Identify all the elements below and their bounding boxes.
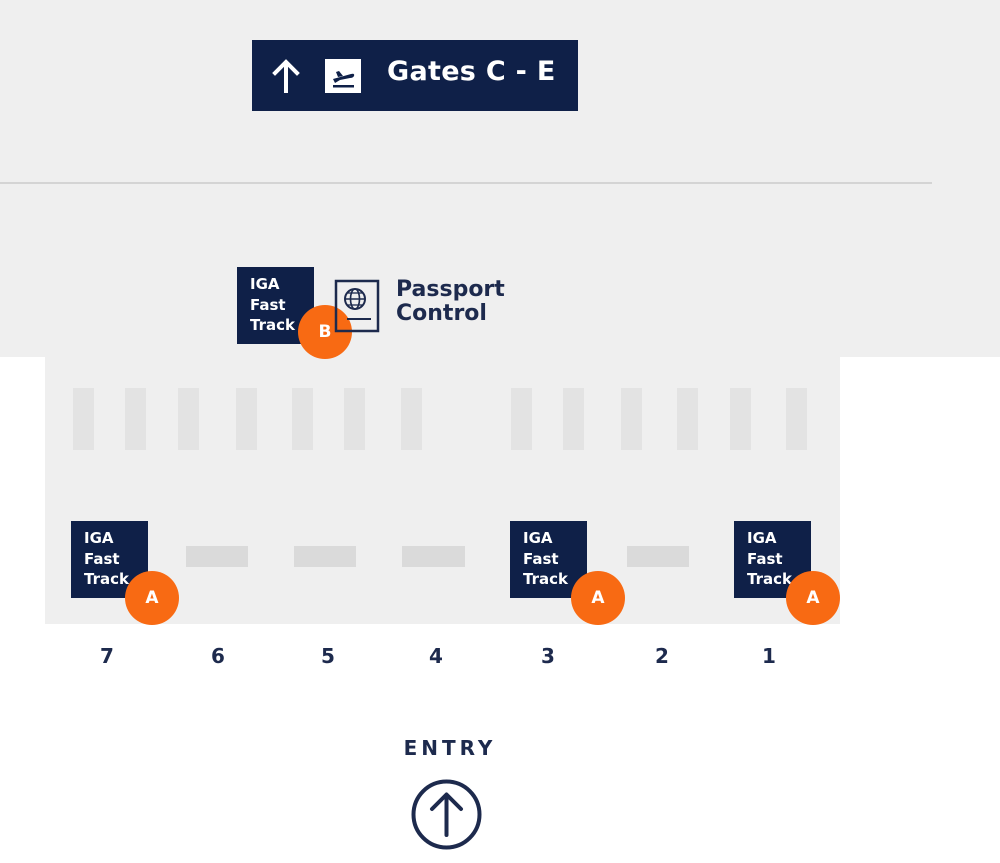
fast-track-line3: Track — [523, 570, 568, 588]
control-desk — [294, 546, 356, 567]
lane-divider-post — [730, 388, 751, 450]
fast-track-line1: IGA — [523, 529, 553, 547]
fast-track-line2: Fast — [523, 549, 559, 568]
lane-divider-post — [563, 388, 584, 450]
fast-track-line3: Track — [84, 570, 129, 588]
lane-divider-post — [401, 388, 422, 450]
hall-divider-line — [0, 182, 932, 184]
control-desk — [186, 546, 248, 567]
entry-label: ENTRY — [403, 736, 497, 760]
lane-number: 4 — [429, 644, 443, 668]
fast-track-sign: IGA Fast Track — [510, 521, 587, 598]
lane-number: 1 — [762, 644, 776, 668]
fast-track-line1: IGA — [747, 529, 777, 547]
passport-control-label: Passport Control — [396, 278, 505, 326]
fast-track-line2: Fast — [747, 549, 783, 568]
marker-a: A — [125, 571, 179, 625]
lane-divider-post — [178, 388, 199, 450]
marker-a: A — [786, 571, 840, 625]
fast-track-line3: Track — [747, 570, 792, 588]
passport-control-line1: Passport — [396, 277, 505, 302]
fast-track-line3: Track — [250, 316, 295, 334]
lane-number: 5 — [321, 644, 335, 668]
fast-track-sign: IGA Fast Track — [734, 521, 811, 598]
lane-divider-post — [621, 388, 642, 450]
lane-area — [45, 357, 840, 624]
lane-divider-post — [236, 388, 257, 450]
lane-divider-post — [292, 388, 313, 450]
fast-track-line1: IGA — [84, 529, 114, 547]
lane-number: 2 — [655, 644, 669, 668]
arrow-up-icon — [272, 59, 300, 93]
control-desk — [402, 546, 465, 567]
lane-divider-post — [677, 388, 698, 450]
fast-track-line2: Fast — [84, 549, 120, 568]
gates-direction-sign: Gates C - E — [252, 40, 578, 111]
control-desk — [627, 546, 689, 567]
fast-track-line2: Fast — [250, 295, 286, 314]
lane-number: 6 — [211, 644, 225, 668]
arrow-up-circle-icon — [411, 779, 482, 850]
passport-icon — [334, 279, 380, 333]
lane-number: 3 — [541, 644, 555, 668]
lane-number: 7 — [100, 644, 114, 668]
lane-divider-post — [73, 388, 94, 450]
lane-divider-post — [786, 388, 807, 450]
lane-divider-post — [125, 388, 146, 450]
passport-control-line2: Control — [396, 301, 487, 326]
lane-divider-post — [511, 388, 532, 450]
departure-plane-icon — [325, 59, 361, 93]
gates-sign-text: Gates C - E — [387, 56, 556, 87]
marker-a: A — [571, 571, 625, 625]
fast-track-line1: IGA — [250, 275, 280, 293]
lane-divider-post — [344, 388, 365, 450]
